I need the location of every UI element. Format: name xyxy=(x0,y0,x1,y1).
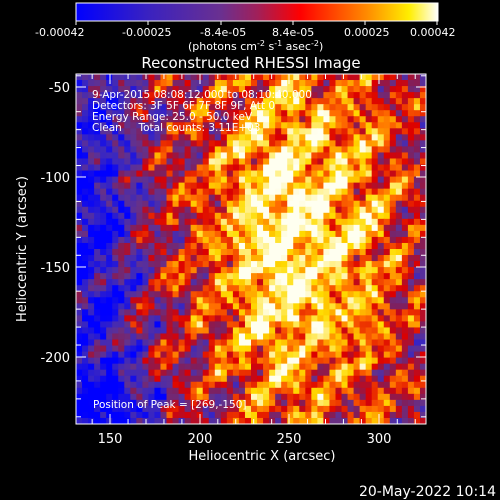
colorbar-tick: -0.00025 xyxy=(122,26,171,39)
plot-title: Reconstructed RHESSI Image xyxy=(141,54,360,72)
colorbar-tick: 0.00025 xyxy=(344,26,390,39)
y-tick-label: -100 xyxy=(40,171,70,186)
timestamp: 20-May-2022 10:14 xyxy=(359,484,496,500)
colorbar-units: (photons cm-2 s-1 asec-2) xyxy=(188,39,323,53)
info-detectors: Detectors: 3F 5F 6F 7F 8F 9F, Att 0 xyxy=(92,100,275,112)
rhessi-image xyxy=(76,74,426,424)
plot-frame xyxy=(75,73,427,425)
peak-position: Position of Peak = [269,-150] xyxy=(93,399,247,411)
x-tick-label: 150 xyxy=(98,432,123,447)
info-block: 9-Apr-2015 08:08:12.000 to 08:10:40.000 … xyxy=(92,89,312,411)
info-clean-counts: Clean Total counts: 3.11E+03 xyxy=(92,122,261,134)
y-tick-label: -150 xyxy=(40,261,70,276)
colorbar-tick: 8.4e-05 xyxy=(272,26,314,39)
colorbar-tick: -8.4e-05 xyxy=(200,26,246,39)
y-tick-label: -50 xyxy=(49,81,70,96)
info-energy-range: Energy Range: 25.0 - 50.0 keV xyxy=(92,111,253,123)
colorbar-tick: -0.00042 xyxy=(35,26,84,39)
info-time-range: 9-Apr-2015 08:08:12.000 to 08:10:40.000 xyxy=(92,89,312,101)
x-tick-label: 300 xyxy=(367,432,392,447)
y-tick-label: -200 xyxy=(40,351,70,366)
x-axis-label: Heliocentric X (arcsec) xyxy=(189,449,336,464)
colorbar: -0.00042 -0.00025 -8.4e-05 8.4e-05 0.000… xyxy=(35,2,456,53)
colorbar-gradient xyxy=(75,2,439,22)
colorbar-tick: 0.00042 xyxy=(410,26,456,39)
y-axis-label: Heliocentric Y (arcsec) xyxy=(15,176,30,322)
x-tick-label: 250 xyxy=(277,432,302,447)
x-tick-label: 200 xyxy=(188,432,213,447)
